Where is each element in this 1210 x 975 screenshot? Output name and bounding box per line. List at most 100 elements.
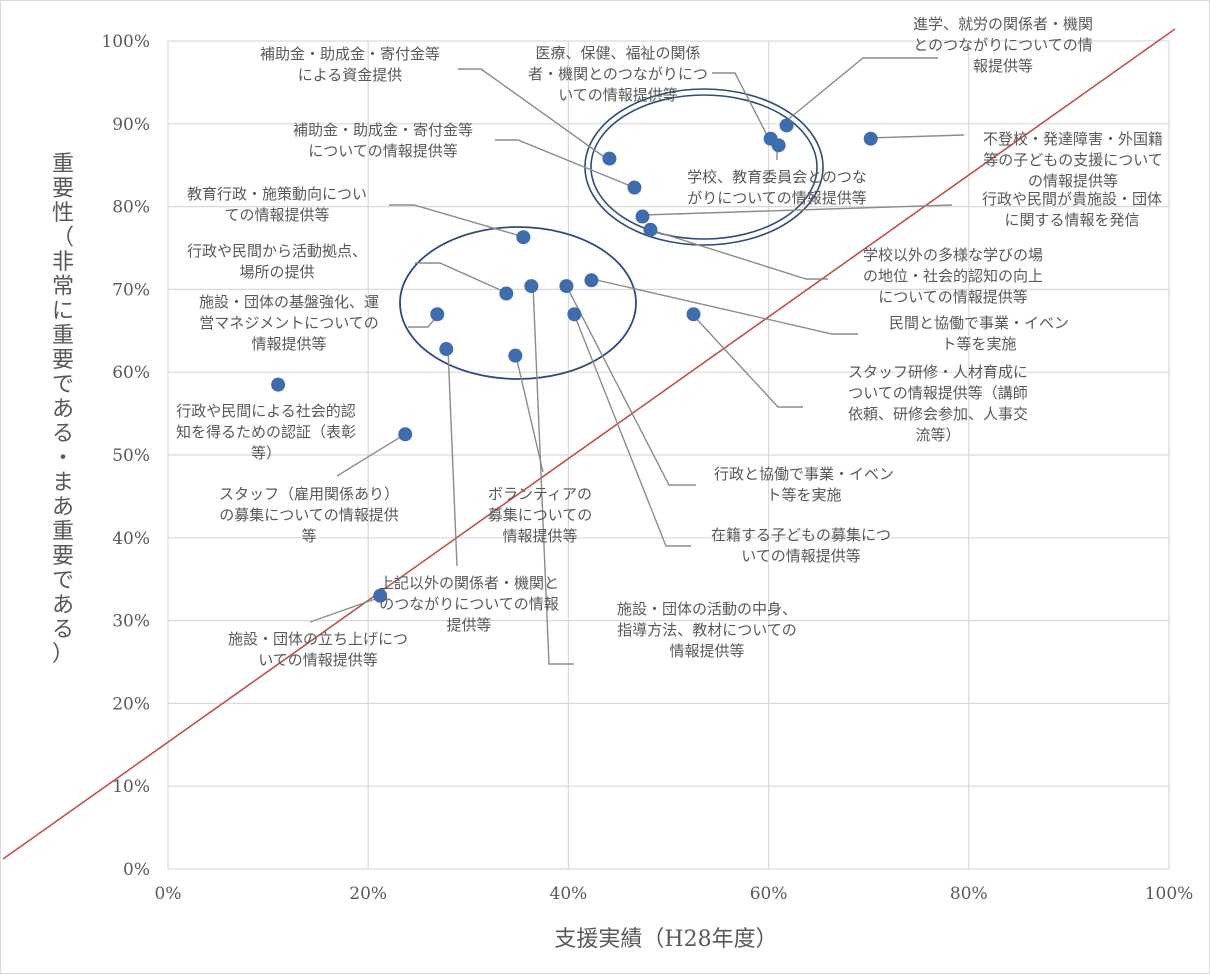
point-label: ボランティアの募集についての情報提供等 xyxy=(488,485,593,545)
point-label-line: 者・機関とのつながりにつ xyxy=(528,65,708,83)
data-point xyxy=(524,279,539,294)
y-axis-title-char: 常 xyxy=(52,275,74,300)
y-axis-title-char: 重 xyxy=(52,520,74,545)
y-axis-title-char: ・ xyxy=(52,446,74,471)
point-label-line: 営マネジメントについての xyxy=(199,314,379,332)
point-label-line: のつながりについての情報 xyxy=(379,595,559,613)
point-label: 施設・団体の活動の中身、指導方法、教材についての情報提供等 xyxy=(617,600,797,660)
point-label-line: 上記以外の関係者・機関と xyxy=(379,574,559,592)
data-point xyxy=(559,279,574,294)
data-point xyxy=(643,222,658,237)
point-label-line: の情報提供等 xyxy=(1028,172,1118,190)
data-point xyxy=(686,307,701,322)
point-label-line: 学校以外の多様な学びの場 xyxy=(863,246,1043,264)
y-tick-label: 60% xyxy=(112,363,150,383)
x-tick-label: 60% xyxy=(750,884,788,904)
point-label-line: 募集についての xyxy=(488,506,593,524)
x-tick-label: 0% xyxy=(155,884,182,904)
y-axis-title-char: 重 xyxy=(52,152,74,177)
leader-line xyxy=(650,229,828,280)
y-axis-title-char: あ xyxy=(52,593,74,618)
point-label: 進学、就労の関係者・機関とのつながりについての情報提供等 xyxy=(913,15,1093,75)
y-axis-title-char: に xyxy=(52,299,74,324)
point-label-line: ての情報提供等 xyxy=(224,206,329,224)
point-label: 行政や民間による社会的認知を得るための認証（表彰等） xyxy=(176,402,356,462)
data-point xyxy=(863,131,878,146)
point-label-line: 情報提供等 xyxy=(502,527,577,545)
leader-line xyxy=(573,313,691,547)
point-label: 在籍する子どもの募集についての情報提供等 xyxy=(711,526,891,565)
point-label-line: 依頼、研修会参加、人事交 xyxy=(848,405,1028,423)
point-label-line: 不登校・発達障害・外国籍 xyxy=(983,130,1163,148)
point-label-line: に関する情報を発信 xyxy=(1004,211,1139,229)
data-point xyxy=(398,427,413,442)
group-ellipse-right-inner xyxy=(590,94,818,240)
leader-lines xyxy=(309,57,965,665)
group-ellipse-right-outer xyxy=(584,88,824,246)
point-label-line: いての情報提供等 xyxy=(558,86,678,104)
point-label-line: スタッフ研修・人材育成に xyxy=(848,363,1028,381)
point-label-line: 民間と協働で事業・イベン xyxy=(889,314,1069,332)
x-tick-label: 40% xyxy=(550,884,588,904)
leader-line xyxy=(565,284,696,486)
point-label: 学校、教育委員会とのつながりについての情報提供等 xyxy=(687,168,867,207)
y-axis-title: 重要性（非常に重要である・まあ重要である） xyxy=(52,152,74,667)
leader-line xyxy=(591,278,858,335)
data-point xyxy=(271,377,286,392)
y-tick-label: 90% xyxy=(112,115,150,135)
point-label-line: 行政や民間が貴施設・団体 xyxy=(982,190,1162,208)
y-axis-title-char: （ xyxy=(52,226,74,251)
point-label-line: とのつながりについての情 xyxy=(913,36,1092,54)
point-label-line: 在籍する子どもの募集につ xyxy=(711,526,891,544)
point-label-line: 行政と協働で事業・イベン xyxy=(714,465,894,483)
y-axis-title-char: 要 xyxy=(52,348,74,373)
point-label-line: による資金提供 xyxy=(298,66,403,84)
point-label-line: いての情報提供等 xyxy=(258,651,378,669)
point-label-line: 等 xyxy=(301,527,316,545)
leader-line xyxy=(336,432,408,477)
data-point xyxy=(627,180,642,195)
data-point xyxy=(516,230,531,245)
y-axis-title-char: ） xyxy=(52,642,74,667)
point-label-line: 指導方法、教材についての xyxy=(617,621,797,639)
point-label: 民間と協働で事業・イベント等を実施 xyxy=(889,314,1069,353)
point-label: 医療、保健、福祉の関係者・機関とのつながりについての情報提供等 xyxy=(528,44,708,104)
point-label-line: がりについての情報提供等 xyxy=(687,189,867,207)
point-label-line: 施設・団体の基盤強化、運 xyxy=(199,293,379,311)
data-point xyxy=(779,118,794,133)
y-axis-title-char: ま xyxy=(52,471,74,496)
point-label-line: 情報提供等 xyxy=(251,335,326,353)
point-label-line: 医療、保健、福祉の関係 xyxy=(535,44,700,62)
leader-line xyxy=(389,204,525,238)
y-axis-title-char: 重 xyxy=(52,324,74,349)
point-label-line: 教育行政・施策動向につい xyxy=(187,185,367,203)
point-label-line: ト等を実施 xyxy=(766,486,841,504)
point-label-line: 情報提供等 xyxy=(669,642,744,660)
y-tick-label: 30% xyxy=(112,612,150,632)
y-axis-title-char: 非 xyxy=(52,250,74,275)
point-label-line: 行政や民間による社会的認 xyxy=(176,402,356,420)
y-tick-label: 20% xyxy=(112,694,150,714)
point-label-line: 進学、就労の関係者・機関 xyxy=(913,15,1093,33)
point-label-line: についての情報提供等 xyxy=(308,142,458,160)
leader-line xyxy=(868,134,965,139)
leader-line xyxy=(495,139,634,188)
x-tick-label: 100% xyxy=(1145,884,1194,904)
y-tick-label: 0% xyxy=(123,860,150,880)
y-tick-label: 100% xyxy=(101,32,150,52)
point-label: 学校以外の多様な学びの場の地位・社会的認知の向上についての情報提供等 xyxy=(863,246,1043,306)
x-tick-label: 80% xyxy=(950,884,988,904)
point-label: 補助金・助成金・寄付金等による資金提供 xyxy=(260,45,440,84)
point-label: 教育行政・施策動向についての情報提供等 xyxy=(187,185,367,224)
leader-line xyxy=(712,72,770,140)
point-label-line: 報提供等 xyxy=(973,57,1033,75)
point-label-line: ボランティアの xyxy=(488,485,592,503)
point-label: 補助金・助成金・寄付金等についての情報提供等 xyxy=(293,121,473,160)
point-label-line: スタッフ（雇用関係あり） xyxy=(219,485,399,503)
y-axis-title-char: で xyxy=(52,373,74,398)
point-label-line: いての情報提供等 xyxy=(741,547,861,565)
y-axis-title-char: あ xyxy=(52,397,74,422)
data-point xyxy=(508,348,523,363)
